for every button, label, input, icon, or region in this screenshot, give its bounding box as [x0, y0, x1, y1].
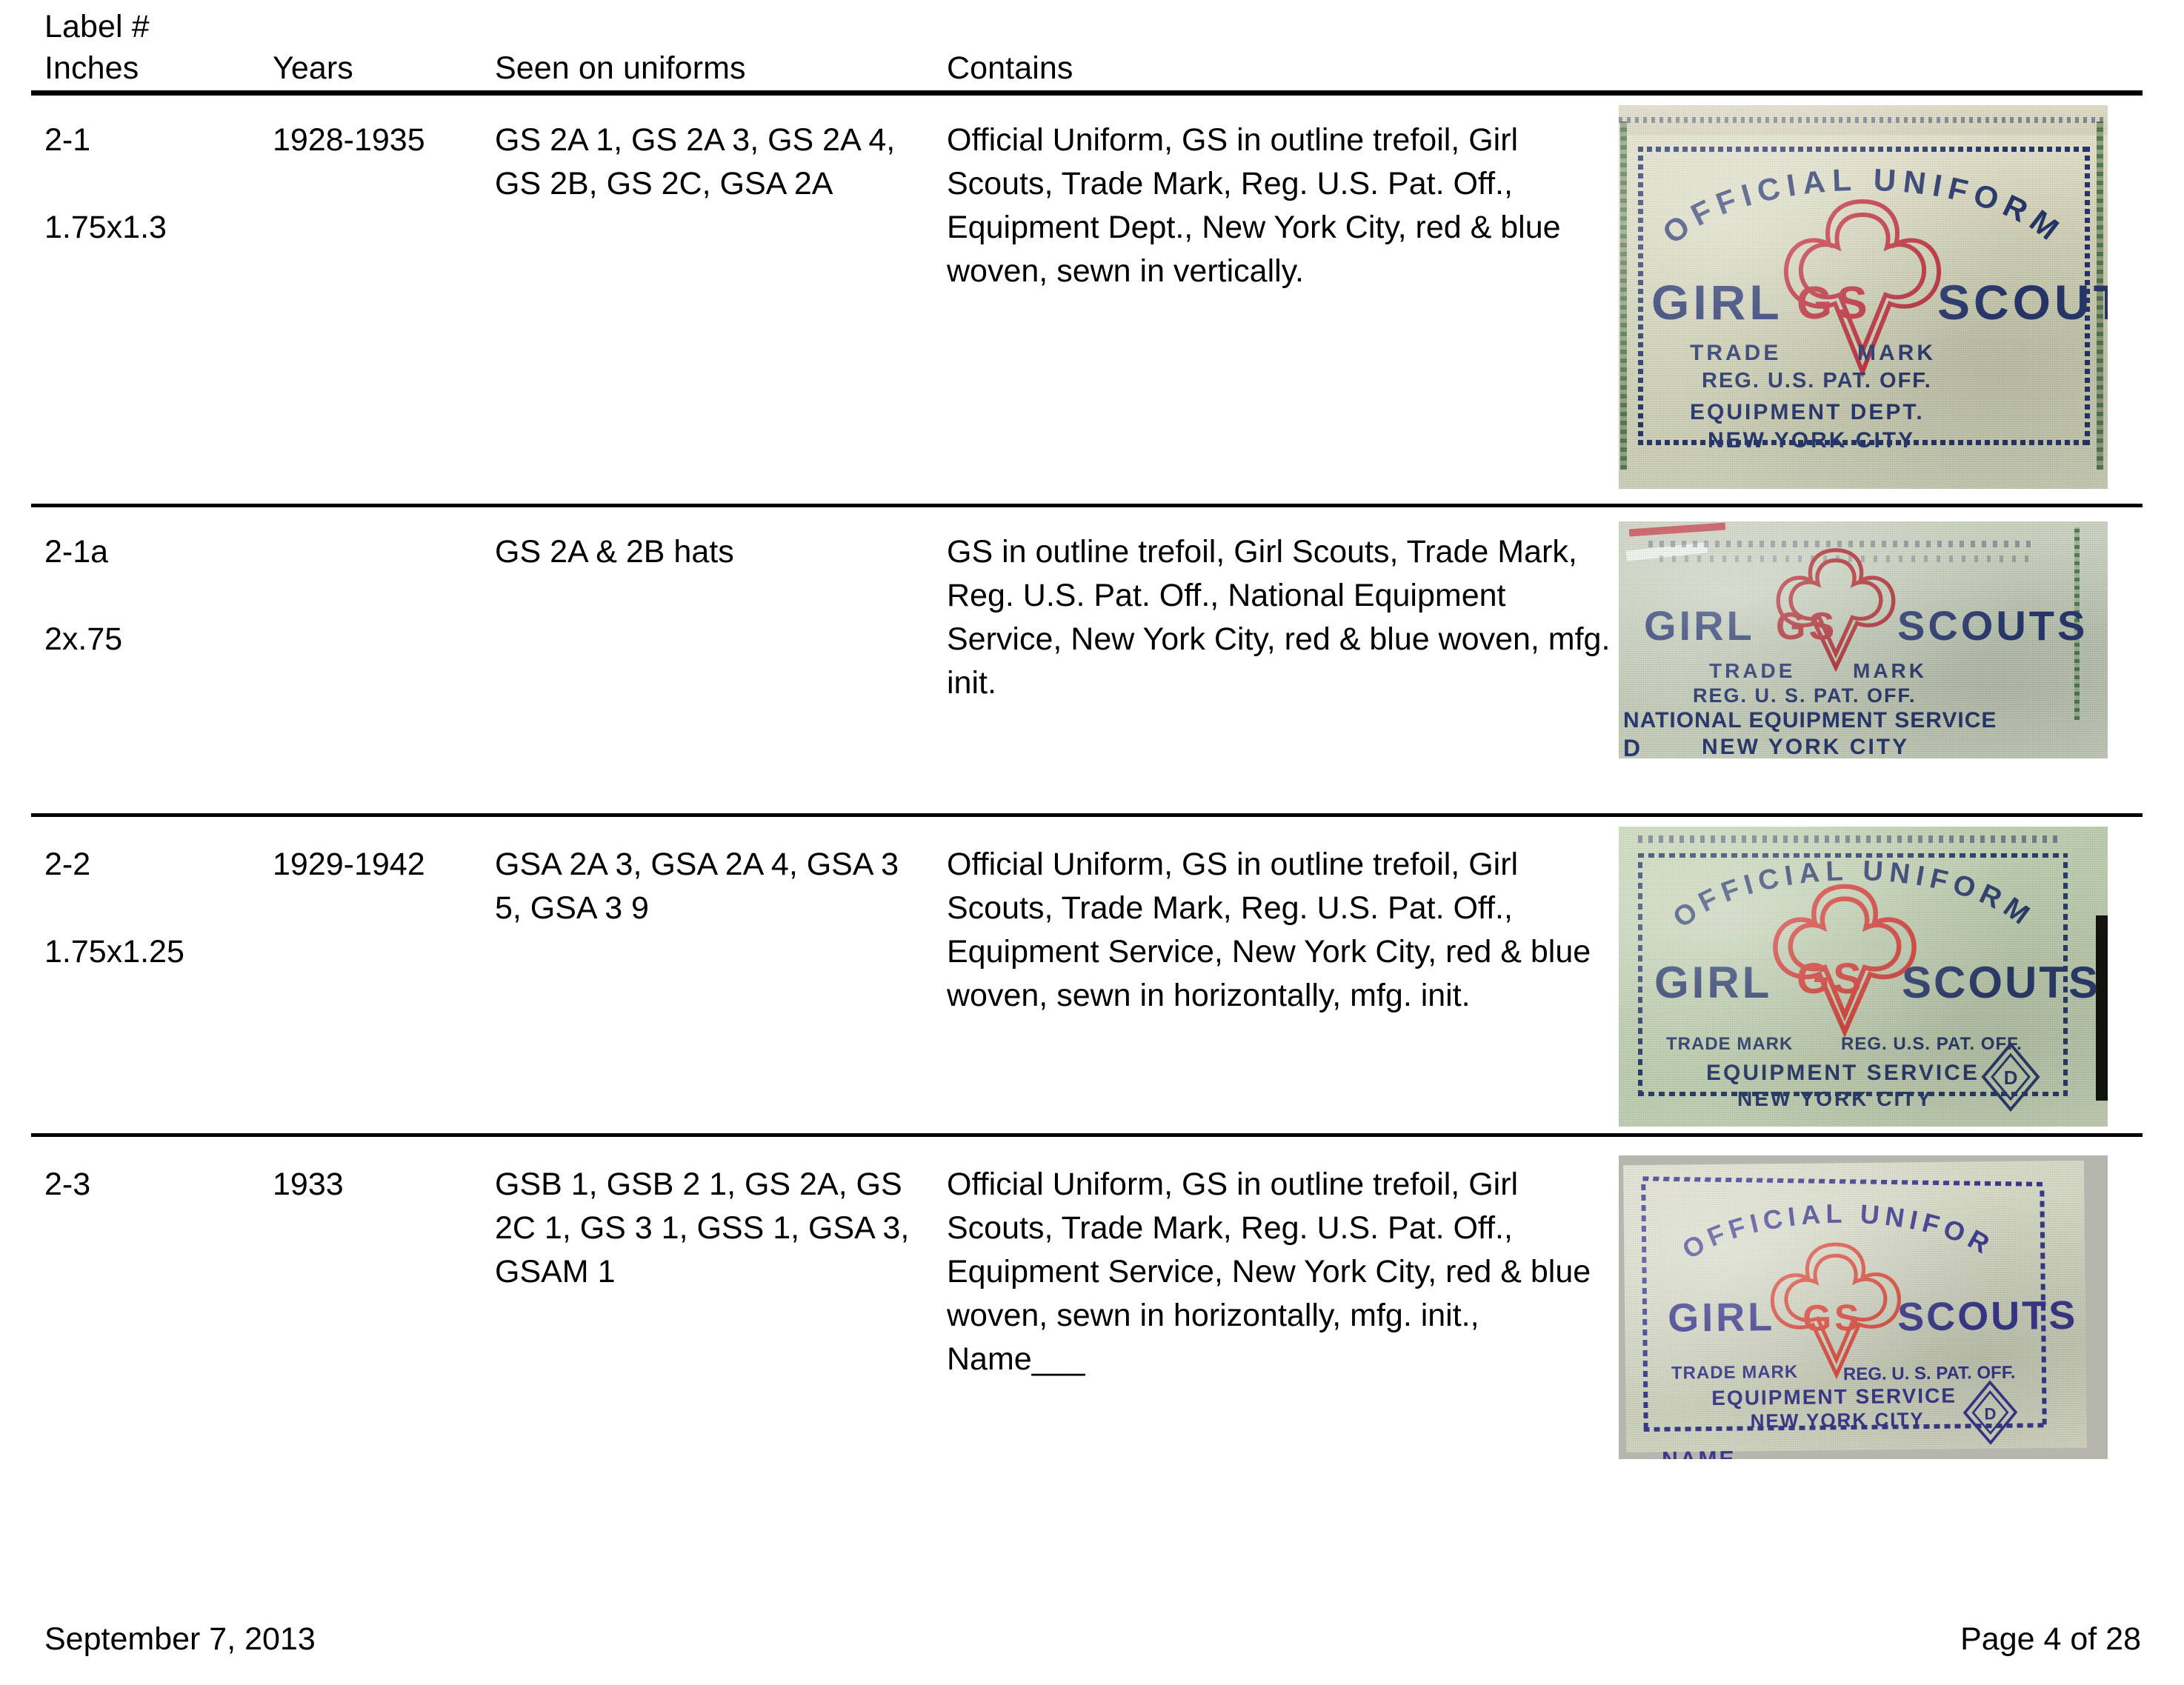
trefoil-icon — [1773, 884, 1917, 1038]
diamond-mfg-mark-icon: D — [1962, 1380, 2018, 1445]
cell-years: 1928-1935 — [273, 122, 425, 158]
cell-contains: Official Uniform, GS in outline trefoil,… — [947, 847, 1600, 1013]
column-header-years: Years — [273, 50, 353, 86]
row-divider-3 — [31, 1133, 2143, 1137]
label-text-trade-mark: TRADE MARK — [1671, 1361, 1799, 1384]
header-rule — [31, 90, 2143, 96]
cell-inches: 1.75x1.3 — [44, 210, 167, 245]
trefoil-icon — [1776, 548, 1896, 673]
cell-contains: GS in outline trefoil, Girl Scouts, Trad… — [947, 534, 1619, 701]
label-text-new-york-city: NEW YORK CITY — [1702, 735, 1910, 758]
label-photo-2-3: OFFICIAL UNIFOR GIRL GS SCOUTS TRADE MAR… — [1619, 1155, 2108, 1459]
cell-inches: 2x.75 — [44, 621, 123, 657]
trefoil-icon — [1770, 1242, 1901, 1380]
label-text-girl: GIRL — [1667, 1295, 1776, 1341]
label-text-gs-monogram: GS — [1802, 1296, 1862, 1339]
label-text-name-field: NAME — [1662, 1447, 1737, 1459]
label-text-national-equipment-service: NATIONAL EQUIPMENT SERVICE — [1623, 708, 1997, 733]
label-photo-2-1a: GIRL GS SCOUTS TRADE MARK REG. U. S. PAT… — [1619, 521, 2108, 758]
svg-text:D: D — [1984, 1404, 1996, 1423]
label-text-trade: TRADE — [1690, 341, 1782, 365]
label-text-girl: GIRL — [1644, 602, 1755, 649]
cell-contains: Official Uniform, GS in outline trefoil,… — [947, 1167, 1600, 1377]
column-header-inches: Inches — [44, 50, 139, 86]
svg-text:D: D — [2004, 1067, 2018, 1089]
arc-text-official-uniform: OFFICIAL UNIFOR — [1677, 1197, 2000, 1265]
cell-seen-on-uniforms: GSB 1, GSB 2 1, GS 2A, GS 2C 1, GS 3 1, … — [495, 1167, 919, 1289]
label-text-mfg-init: D — [1623, 735, 1642, 758]
label-text-scouts: SCOUTS — [1937, 275, 2108, 330]
label-text-gs-monogram: GS — [1797, 278, 1872, 329]
label-text-new-york-city: NEW YORK CITY — [1737, 1087, 1934, 1110]
label-photo-2-2: OFFICIAL UNIFORM GIRL GS SCOUTS TRADE MA… — [1619, 827, 2108, 1127]
row-divider-1 — [31, 504, 2143, 507]
diamond-mfg-mark-icon: D — [1981, 1041, 2040, 1112]
cell-years: 1933 — [273, 1167, 344, 1202]
label-text-gs-monogram: GS — [1776, 605, 1838, 648]
label-text-equipment-service: EQUIPMENT SERVICE — [1711, 1384, 1957, 1410]
label-text-new-york-city: NEW YORK CITY — [1708, 428, 1916, 453]
label-text-reg-us-pat-off: REG. U.S. PAT. OFF. — [1702, 369, 1932, 393]
row-divider-2 — [31, 813, 2143, 817]
label-text-reg-us-pat-off: REG. U. S. PAT. OFF. — [1693, 684, 1917, 707]
column-header-seen-on-uniforms: Seen on uniforms — [495, 50, 746, 86]
table-row: 2-3 1933 GSB 1, GSB 2 1, GS 2A, GS 2C 1,… — [0, 1155, 2184, 1533]
column-header-contains: Contains — [947, 50, 1073, 86]
arc-text-official-uniform: OFFICIAL UNIFORM — [1668, 856, 2034, 934]
cell-inches: 1.75x1.25 — [44, 934, 184, 970]
cell-label-number: 2-1a — [44, 534, 109, 570]
label-text-new-york-city: NEW YORK CITY — [1750, 1408, 1925, 1432]
cell-seen-on-uniforms: GS 2A & 2B hats — [495, 534, 734, 570]
label-text-mark: MARK — [1857, 341, 1936, 365]
table-row: 2-1a 2x.75 GS 2A & 2B hats GS in outline… — [0, 521, 2184, 813]
label-text-girl: GIRL — [1651, 275, 1783, 330]
trefoil-icon — [1783, 198, 1942, 378]
footer-date: September 7, 2013 — [44, 1621, 316, 1657]
label-photo-2-1: OFFICIAL UNIFORM GIRL GS SCOUTS TRADE MA… — [1619, 105, 2108, 489]
arc-text-official-uniform: OFFICIAL UNIFORM — [1656, 162, 2064, 251]
cell-seen-on-uniforms: GSA 2A 3, GSA 2A 4, GSA 3 5, GSA 3 9 — [495, 847, 908, 926]
cell-years: 1929-1942 — [273, 847, 425, 882]
table-row: 2-1 1.75x1.3 1928-1935 GS 2A 1, GS 2A 3,… — [0, 105, 2184, 504]
cell-label-number: 2-2 — [44, 847, 91, 882]
cell-contains: Official Uniform, GS in outline trefoil,… — [947, 122, 1570, 289]
label-text-girl: GIRL — [1654, 958, 1773, 1007]
label-text-mark: MARK — [1853, 659, 1927, 682]
cell-seen-on-uniforms: GS 2A 1, GS 2A 3, GS 2A 4, GS 2B, GS 2C,… — [495, 122, 905, 201]
label-text-trade: TRADE — [1709, 659, 1796, 682]
cell-label-number: 2-3 — [44, 1167, 91, 1202]
footer-page-number: Page 4 of 28 — [1960, 1621, 2141, 1657]
label-text-gs-monogram: GS — [1797, 955, 1865, 1003]
label-text-trade-mark: TRADE MARK — [1666, 1034, 1794, 1054]
label-text-reg-us-pat-off: REG. U.S. PAT. OFF. — [1841, 1034, 2022, 1054]
label-text-scouts: SCOUTS — [1897, 1292, 2078, 1340]
label-text-equipment-service: EQUIPMENT SERVICE — [1706, 1061, 1980, 1085]
label-text-equipment-dept: EQUIPMENT DEPT. — [1690, 400, 1925, 424]
table-row: 2-2 1.75x1.25 1929-1942 GSA 2A 3, GSA 2A… — [0, 827, 2184, 1133]
label-text-scouts: SCOUTS — [1902, 958, 2101, 1007]
label-text-scouts: SCOUTS — [1897, 602, 2088, 649]
cell-label-number: 2-1 — [44, 122, 91, 158]
column-header-label-number: Label # — [44, 9, 150, 44]
table-header: Label # Inches Years Seen on uniforms Co… — [0, 0, 2184, 90]
